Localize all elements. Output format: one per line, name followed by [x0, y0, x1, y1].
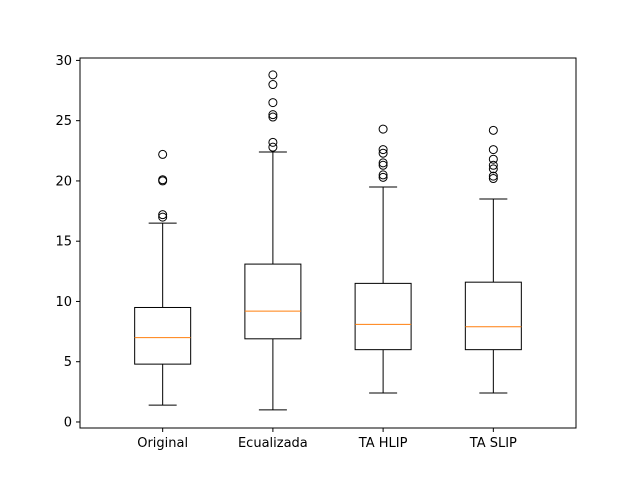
- box-group: [134, 149, 192, 406]
- outlier-point: [488, 154, 498, 164]
- y-tick-label: 25: [55, 114, 72, 129]
- outlier-point: [268, 98, 278, 108]
- outlier-point: [488, 174, 498, 184]
- box-group: [464, 125, 522, 394]
- outlier-point: [378, 160, 388, 170]
- outlier-point: [378, 172, 388, 182]
- y-tick-label: 5: [64, 355, 72, 370]
- x-tick-label: TA HLIP: [358, 436, 408, 451]
- plot-area: [80, 58, 576, 428]
- outlier-point: [378, 170, 388, 180]
- y-tick-label: 0: [64, 415, 72, 430]
- x-tick-label: Ecualizada: [238, 436, 308, 451]
- x-tick-label: TA SLIP: [469, 436, 517, 451]
- outlier-point: [268, 137, 278, 147]
- axes-frame: [79, 57, 577, 429]
- outlier-point: [378, 158, 388, 168]
- y-tick-label: 10: [55, 295, 72, 310]
- box-iqr: [354, 282, 412, 351]
- y-tick-label: 20: [55, 174, 72, 189]
- outlier-point: [378, 124, 388, 134]
- y-axis: 0 5 10 15 20 25 30: [55, 54, 80, 430]
- x-axis: Original Ecualizada TA HLIP TA SLIP: [137, 428, 517, 451]
- outlier-point: [488, 171, 498, 181]
- box-group: [244, 70, 302, 411]
- outlier-point: [158, 149, 168, 159]
- chart-marks: [134, 70, 522, 411]
- box-iqr: [134, 306, 192, 365]
- outlier-point: [488, 160, 498, 170]
- outlier-point: [158, 212, 168, 222]
- box-group: [354, 124, 412, 394]
- outlier-point: [378, 145, 388, 155]
- outlier-point: [378, 148, 388, 158]
- outlier-point: [268, 80, 278, 90]
- y-tick-label: 15: [55, 235, 72, 250]
- y-tick-label: 30: [55, 54, 72, 69]
- outlier-point: [268, 112, 278, 122]
- x-tick-label: Original: [137, 436, 188, 451]
- outlier-point: [158, 210, 168, 220]
- outlier-point: [488, 145, 498, 155]
- outlier-point: [488, 164, 498, 174]
- outlier-point: [268, 110, 278, 120]
- box-iqr: [464, 281, 522, 351]
- box-iqr: [244, 263, 302, 340]
- outlier-point: [158, 175, 168, 185]
- outlier-point: [268, 70, 278, 80]
- outlier-point: [488, 125, 498, 135]
- outlier-point: [268, 142, 278, 152]
